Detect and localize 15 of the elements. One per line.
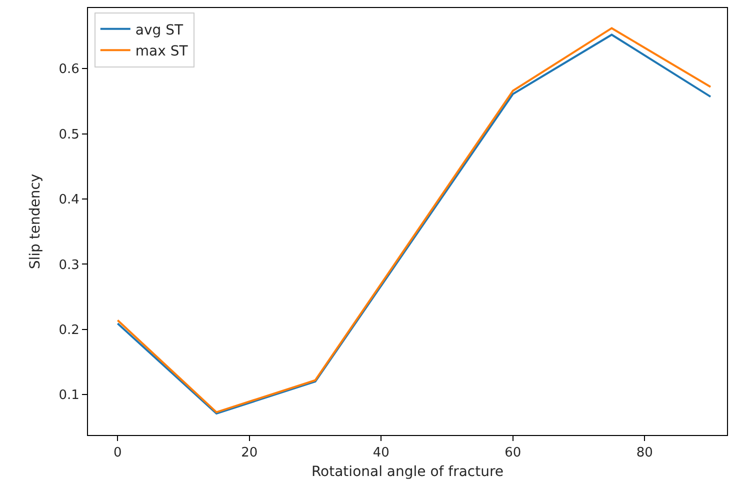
x-tick-label: 80 — [636, 446, 653, 461]
y-tick-label: 0.3 — [58, 258, 80, 273]
x-axis-title: Rotational angle of fracture — [311, 464, 504, 480]
legend-label: max ST — [135, 44, 188, 60]
x-tick-label: 0 — [114, 446, 122, 461]
y-tick-label: 0.5 — [58, 127, 80, 142]
y-axis-title: Slip tendency — [27, 174, 44, 270]
y-tick-label: 0.6 — [58, 62, 80, 78]
legend-label: avg ST — [135, 22, 184, 38]
x-tick-label: 20 — [241, 446, 258, 461]
x-tick-label: 60 — [504, 446, 522, 461]
y-tick-label: 0.2 — [58, 322, 80, 338]
y-tick-label: 0.4 — [58, 192, 80, 208]
x-tick-label: 40 — [372, 446, 390, 461]
y-tick-label: 0.1 — [58, 388, 80, 404]
